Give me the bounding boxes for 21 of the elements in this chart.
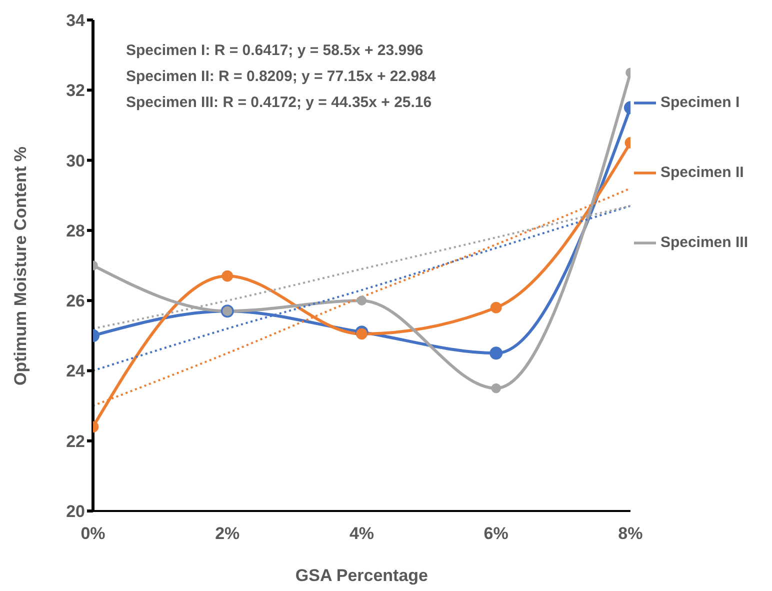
y-tick-label: 32 [66,81,85,100]
x-tick-label: 2% [215,524,240,544]
x-tick-label: 6% [484,524,508,544]
y-tick-label: 22 [66,432,85,451]
legend-label: Specimen III [660,234,748,251]
annotation: Specimen III: R = 0.4172; y = 44.35x + 25.16 [126,93,433,113]
x-tick-label: 0% [80,524,106,544]
annotation: Specimen II: R = 0.8209; y = 77.15x + 22.984 [126,67,436,87]
y-tick-label: 28 [66,221,85,240]
y-tick-label: 26 [66,292,85,311]
x-axis-title: GSA Percentage [295,566,428,585]
y-tick-label: 20 [66,502,85,522]
legend-label: Specimen I [660,94,740,111]
annotation: Specimen I: R = 0.6417; y = 58.5x + 23.996 [126,41,424,61]
x-tick-label: 4% [349,524,374,544]
y-tick-label: 30 [66,151,85,170]
y-tick-label: 34 [66,11,86,30]
x-tick-label: 8% [618,524,643,544]
y-tick-label: 24 [66,362,86,381]
legend-label: Specimen II [660,164,744,181]
y-axis-title: Optimum Moisture Content % [11,146,30,386]
